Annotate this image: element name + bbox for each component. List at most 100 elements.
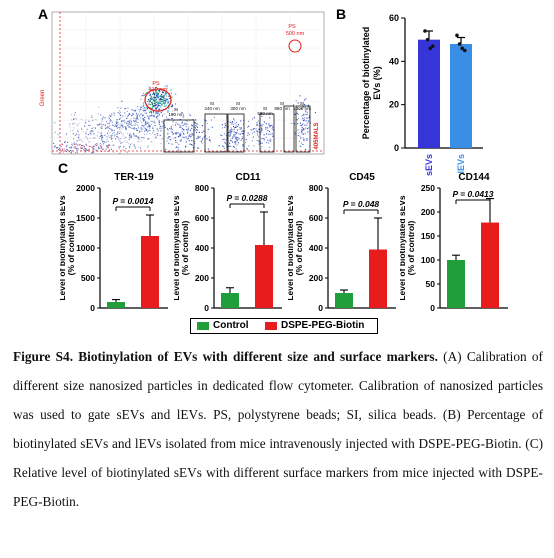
event-dot <box>299 108 301 110</box>
event-dot <box>96 143 98 145</box>
y-tick-label: 0 <box>318 303 323 313</box>
event-dot <box>165 92 167 94</box>
event-dot <box>304 124 306 126</box>
event-dot <box>134 147 136 149</box>
data-point <box>463 48 467 53</box>
x-axis-label: 405MALS <box>314 122 320 149</box>
event-dot <box>97 125 99 127</box>
y-axis-label: EVs (%) <box>372 66 382 100</box>
event-dot <box>181 128 183 130</box>
event-dot <box>152 132 154 134</box>
event-dot <box>110 136 112 138</box>
event-dot <box>105 148 107 150</box>
event-dot <box>151 102 153 104</box>
event-dot <box>161 121 163 123</box>
event-dot <box>222 127 224 129</box>
event-dot <box>142 118 144 120</box>
event-dot <box>170 127 172 129</box>
event-dot <box>61 143 63 145</box>
event-dot <box>219 134 221 136</box>
event-dot <box>172 110 174 112</box>
event-dot <box>100 134 102 136</box>
event-dot <box>154 107 156 109</box>
event-dot <box>132 133 134 135</box>
event-dot <box>99 144 101 146</box>
event-dot <box>261 115 263 117</box>
event-dot <box>152 103 154 105</box>
event-dot <box>191 127 193 129</box>
y-axis-label: (% of control) <box>294 220 304 275</box>
event-dot <box>188 134 190 136</box>
event-dot <box>143 107 145 109</box>
chart-title: CD144 <box>458 172 490 183</box>
event-dot <box>115 124 117 126</box>
event-dot <box>93 144 95 146</box>
event-dot <box>158 121 160 123</box>
event-dot <box>74 122 76 124</box>
event-dot <box>295 100 297 102</box>
event-dot <box>236 138 238 140</box>
p-value-label: P = 0.0413 <box>452 189 493 199</box>
event-dot <box>102 141 104 143</box>
event-dot <box>185 145 187 147</box>
event-dot <box>303 119 305 121</box>
event-dot <box>240 120 242 122</box>
event-dot <box>111 137 113 139</box>
event-dot <box>99 138 101 140</box>
event-dot <box>271 133 273 135</box>
event-dot <box>93 147 95 149</box>
event-dot <box>164 105 166 107</box>
event-dot <box>159 104 161 106</box>
event-dot <box>77 140 79 142</box>
event-dot <box>122 149 124 151</box>
gate-box-si <box>259 113 275 153</box>
event-dot <box>229 132 231 134</box>
event-dot <box>137 121 139 123</box>
event-dot <box>175 93 177 95</box>
event-dot <box>159 134 161 136</box>
event-dot <box>99 136 101 138</box>
event-dot <box>157 94 159 96</box>
event-dot <box>116 122 118 124</box>
event-dot <box>141 122 143 124</box>
event-dot <box>209 139 211 141</box>
gate-label-si-size: 1300 nm <box>293 106 311 111</box>
event-dot <box>155 105 157 107</box>
event-dot <box>209 140 211 142</box>
event-dot <box>234 126 236 128</box>
event-dot <box>163 105 165 107</box>
event-dot <box>126 123 128 125</box>
event-dot <box>145 122 147 124</box>
event-dot <box>73 147 75 149</box>
event-dot <box>187 128 189 130</box>
event-dot <box>109 114 111 116</box>
event-dot <box>161 125 163 127</box>
event-dot <box>109 137 111 139</box>
event-dot <box>76 124 78 126</box>
event-dot <box>154 112 156 114</box>
event-dot <box>229 131 231 133</box>
event-dot <box>183 116 185 118</box>
event-dot <box>93 127 95 129</box>
event-dot <box>233 134 235 136</box>
event-dot <box>70 114 72 116</box>
y-axis-label: Percentage of biotinylated <box>361 27 371 140</box>
event-dot <box>197 147 199 149</box>
event-dot <box>241 138 243 140</box>
event-dot <box>132 109 134 111</box>
event-dot <box>237 142 239 144</box>
event-dot <box>268 142 270 144</box>
event-dot <box>147 146 149 148</box>
event-dot <box>163 97 165 99</box>
event-dot <box>114 134 116 136</box>
event-dot <box>85 148 87 150</box>
event-dot <box>235 133 237 135</box>
event-dot <box>179 119 181 121</box>
event-dot <box>106 145 108 147</box>
event-dot <box>121 128 123 130</box>
event-dot <box>72 129 74 131</box>
event-dot <box>111 121 113 123</box>
event-dot <box>221 135 223 137</box>
event-dot <box>170 131 172 133</box>
event-dot <box>59 149 61 151</box>
